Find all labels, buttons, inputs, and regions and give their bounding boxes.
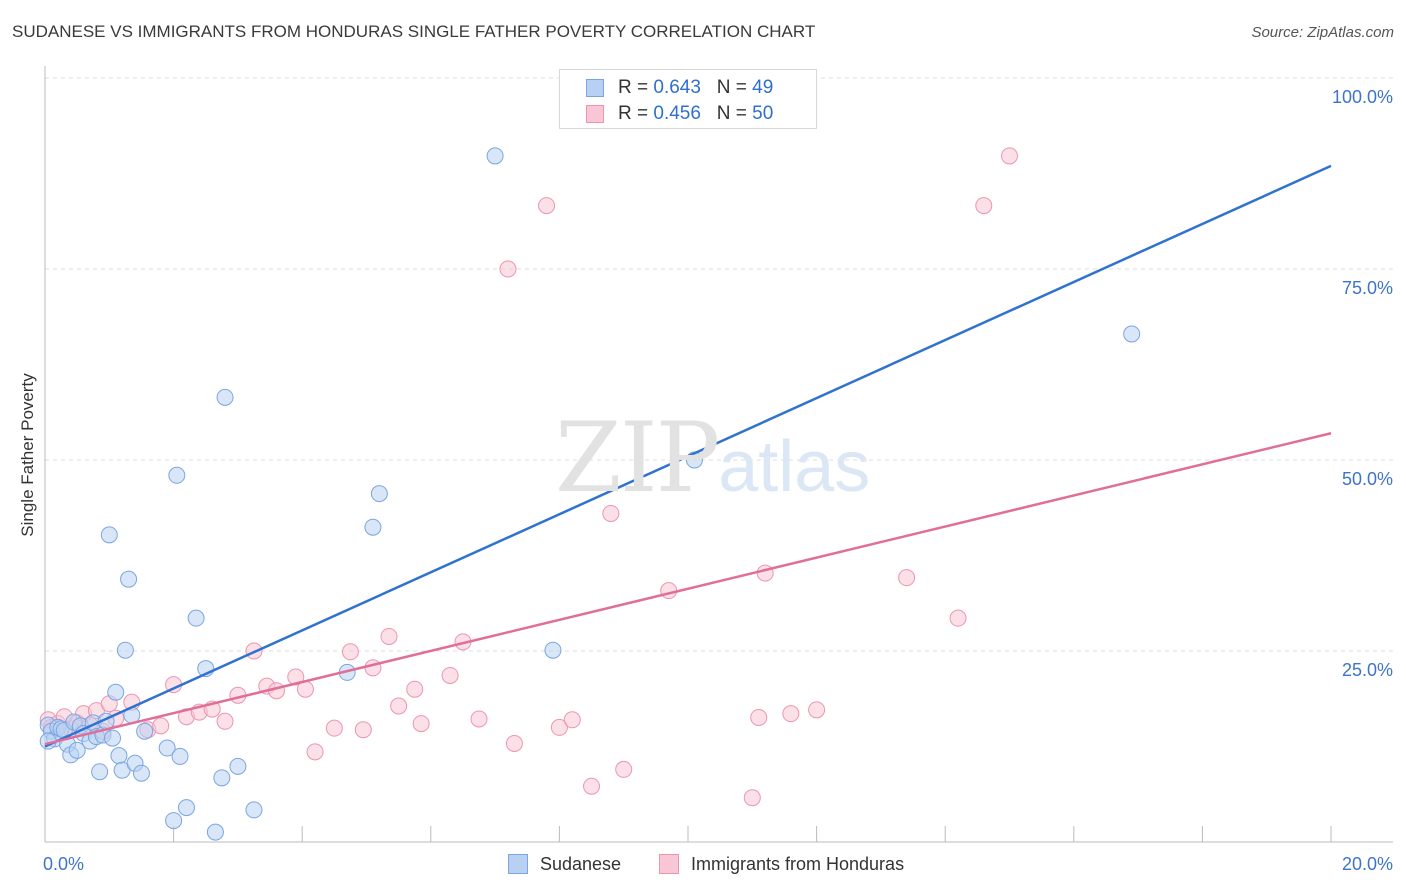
r-value-honduras: 0.456 xyxy=(653,103,701,124)
x-tick-label-min: 0.0% xyxy=(43,854,84,874)
point-honduras-48 xyxy=(750,708,768,726)
point-sudanese-30 xyxy=(165,812,183,830)
watermark-zip: ZIP xyxy=(555,402,720,514)
point-sudanese-20 xyxy=(107,683,125,701)
point-sudanese-15 xyxy=(91,763,109,781)
point-sudanese-38 xyxy=(216,388,234,406)
point-honduras-44 xyxy=(602,504,620,522)
point-honduras-50 xyxy=(782,705,800,723)
y-tick-label-75: 75.0% xyxy=(1342,278,1393,298)
chart-title: SUDANESE VS IMMIGRANTS FROM HONDURAS SIN… xyxy=(12,22,816,41)
point-honduras-33 xyxy=(406,680,424,698)
y-tick-label-100: 100.0% xyxy=(1332,87,1393,107)
n-value-sudanese: 49 xyxy=(752,77,774,98)
y-tick-label-50: 50.0% xyxy=(1342,469,1393,489)
point-honduras-41 xyxy=(550,718,568,736)
point-honduras-31 xyxy=(380,627,398,645)
r-value-sudanese: 0.643 xyxy=(653,77,701,98)
point-sudanese-19 xyxy=(104,729,122,747)
point-honduras-54 xyxy=(975,197,993,215)
point-sudanese-28 xyxy=(136,722,154,740)
point-sudanese-23 xyxy=(116,641,134,659)
point-sudanese-32 xyxy=(171,747,189,765)
bottom-legend-swatch-sudanese xyxy=(508,854,528,874)
point-sudanese-29 xyxy=(158,739,176,757)
point-honduras-46 xyxy=(660,582,678,600)
legend-stats-sudanese: R = 0.643 N = 49 xyxy=(618,77,773,99)
point-honduras-37 xyxy=(470,710,488,728)
point-sudanese-42 xyxy=(364,518,382,536)
point-sudanese-36 xyxy=(206,823,224,841)
x-tick-label-max: 20.0% xyxy=(1342,854,1393,874)
point-sudanese-34 xyxy=(187,609,205,627)
point-honduras-14 xyxy=(152,717,170,735)
point-sudanese-44 xyxy=(486,147,504,165)
point-sudanese-40 xyxy=(245,801,263,819)
point-honduras-34 xyxy=(412,715,430,733)
point-honduras-45 xyxy=(615,760,633,778)
legend-swatch-honduras xyxy=(586,105,604,123)
legend-stats-honduras: R = 0.456 N = 50 xyxy=(618,103,773,125)
trend-line-honduras xyxy=(44,432,1332,746)
point-sudanese-45 xyxy=(544,641,562,659)
point-honduras-29 xyxy=(354,721,372,739)
n-label: N = xyxy=(716,103,747,124)
point-honduras-52 xyxy=(898,569,916,587)
point-sudanese-27 xyxy=(132,764,150,782)
point-honduras-32 xyxy=(390,697,408,715)
point-honduras-40 xyxy=(538,197,556,215)
point-honduras-30 xyxy=(364,659,382,677)
point-sudanese-39 xyxy=(229,757,247,775)
n-value-honduras: 50 xyxy=(752,103,774,124)
point-honduras-27 xyxy=(325,719,343,737)
bottom-legend-label-honduras: Immigrants from Honduras xyxy=(691,854,905,874)
point-honduras-53 xyxy=(949,609,967,627)
point-honduras-28 xyxy=(341,643,359,661)
point-honduras-24 xyxy=(287,668,305,686)
y-tick-label-25: 25.0% xyxy=(1342,660,1393,680)
chart-source: Source: ZipAtlas.com xyxy=(1251,24,1394,41)
watermark: ZIPatlas xyxy=(555,402,870,514)
point-honduras-42 xyxy=(563,711,581,729)
bottom-legend-swatch-honduras xyxy=(659,854,679,874)
point-sudanese-18 xyxy=(100,526,118,544)
bottom-legend-label-sudanese: Sudanese xyxy=(540,854,622,874)
point-sudanese-9 xyxy=(68,741,86,759)
legend-swatch-sudanese xyxy=(586,79,604,97)
point-honduras-39 xyxy=(505,734,523,752)
point-honduras-26 xyxy=(306,743,324,761)
point-honduras-47 xyxy=(743,789,761,807)
n-label: N = xyxy=(716,77,747,98)
r-label: R = xyxy=(618,77,649,98)
point-sudanese-31 xyxy=(168,466,186,484)
point-sudanese-47 xyxy=(1123,325,1141,343)
point-honduras-51 xyxy=(808,701,826,719)
correlation-legend: R = 0.643 N = 49 R = 0.456 N = 50 xyxy=(559,69,817,129)
point-honduras-19 xyxy=(216,712,234,730)
point-honduras-55 xyxy=(1001,147,1018,165)
trend-line-sudanese xyxy=(44,164,1332,748)
point-honduras-38 xyxy=(499,260,517,278)
point-sudanese-33 xyxy=(177,799,195,817)
point-sudanese-43 xyxy=(370,485,388,503)
point-honduras-43 xyxy=(583,777,601,795)
watermark-atlas: atlas xyxy=(718,427,871,507)
point-honduras-35 xyxy=(441,666,459,684)
point-sudanese-21 xyxy=(110,747,128,765)
point-sudanese-37 xyxy=(213,769,231,787)
point-sudanese-24 xyxy=(120,570,138,588)
y-axis-label: Single Father Poverty xyxy=(18,373,37,537)
r-label: R = xyxy=(618,103,649,124)
